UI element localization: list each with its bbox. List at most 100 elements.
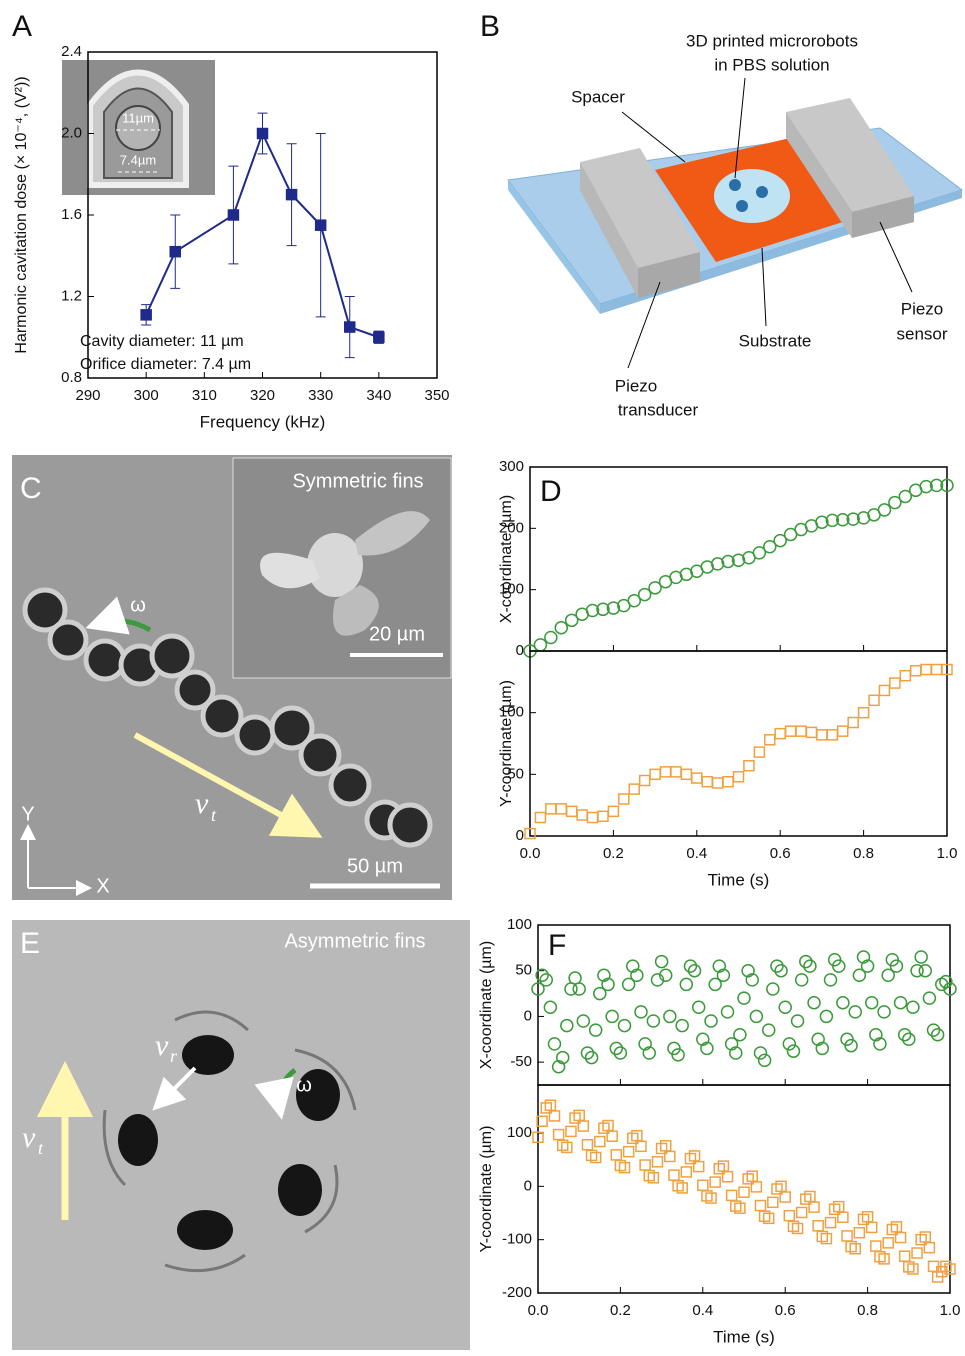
- data-point: [775, 729, 785, 739]
- data-point: [170, 247, 180, 257]
- y-tick-label: 1.6: [61, 206, 82, 223]
- data-point: [606, 1010, 618, 1022]
- data-point: [921, 665, 931, 675]
- data-point: [734, 1029, 746, 1041]
- data-point: [866, 997, 878, 1009]
- panel-label: C: [20, 472, 42, 505]
- data-point: [546, 804, 556, 814]
- figure: A B 11µm 7.4µm 3D printed microrobots in…: [0, 0, 965, 1356]
- data-point: [567, 806, 577, 816]
- x-tick-label: 0.0: [520, 845, 541, 862]
- data-point: [776, 1181, 786, 1191]
- data-point: [796, 726, 806, 736]
- data-point: [573, 983, 585, 995]
- data-point: [805, 1191, 815, 1201]
- data-point: [611, 1150, 621, 1160]
- data-point: [554, 1130, 564, 1140]
- inset-image: 11µm 7.4µm: [62, 60, 215, 195]
- data-point: [582, 1140, 592, 1150]
- data-point: [834, 1202, 844, 1212]
- data-point: [878, 1006, 890, 1018]
- data-point: [664, 1010, 676, 1022]
- symbol-label: ω: [130, 594, 146, 616]
- y-tick-label: -100: [502, 1231, 532, 1248]
- data-point: [837, 997, 849, 1009]
- x-tick-label: 0.2: [603, 845, 624, 862]
- data-point: [763, 1024, 775, 1036]
- data-point: [619, 794, 629, 804]
- data-point: [692, 773, 702, 783]
- data-point: [911, 666, 921, 676]
- data-point: [258, 129, 268, 139]
- data-point: [635, 1006, 647, 1018]
- data-point: [577, 810, 587, 820]
- data-point: [797, 1207, 807, 1217]
- x-tick-label: 0.8: [853, 845, 874, 862]
- x-tick-label: 310: [192, 387, 217, 404]
- y-axis-label: Harmonic cavitation dose (× 10⁻⁴, (V²)): [13, 76, 30, 353]
- data-point: [650, 769, 660, 779]
- data-point: [548, 1038, 560, 1050]
- data-point: [759, 1054, 771, 1066]
- symbol-label: v: [195, 787, 209, 820]
- data-point: [779, 1001, 791, 1013]
- data-point: [595, 1137, 605, 1147]
- x-tick-label: 320: [250, 387, 275, 404]
- data-point: [652, 1157, 662, 1167]
- data-point: [718, 1161, 728, 1171]
- data-point: [656, 956, 668, 968]
- data-point: [787, 1045, 799, 1057]
- data-point: [690, 1151, 700, 1161]
- data-point: [647, 1015, 659, 1027]
- x-axis-label: Time (s): [713, 1327, 775, 1346]
- data-point: [545, 632, 557, 644]
- data-point: [792, 1015, 804, 1027]
- data-point: [848, 718, 858, 728]
- axes-frame: [538, 925, 950, 1085]
- x-tick-label: 330: [308, 387, 333, 404]
- x-tick-label: 0.8: [857, 1302, 878, 1319]
- x-tick-label: 290: [75, 387, 100, 404]
- axes-frame: [530, 651, 947, 836]
- y-tick-label: 0.8: [61, 369, 82, 386]
- data-point: [754, 1047, 766, 1059]
- data-point: [629, 784, 639, 794]
- data-point: [316, 220, 326, 230]
- data-point: [608, 806, 618, 816]
- data-point: [345, 322, 355, 332]
- data-point: [891, 1222, 901, 1232]
- panel-label: E: [20, 927, 40, 960]
- y-tick-label: -200: [502, 1284, 532, 1301]
- x-tick-label: 0.4: [686, 845, 707, 862]
- axes-frame: [538, 1085, 950, 1293]
- data-point: [932, 665, 942, 675]
- symbol-label: v: [22, 1121, 36, 1154]
- y-tick-label: 0: [516, 827, 524, 844]
- data-point: [900, 671, 910, 681]
- data-point: [632, 1131, 642, 1141]
- data-point: [676, 1020, 688, 1032]
- data-point: [545, 1100, 555, 1110]
- data-point: [907, 1001, 919, 1013]
- data-point: [681, 769, 691, 779]
- x-axis-label: Time (s): [708, 870, 770, 889]
- data-point: [624, 1147, 634, 1157]
- data-point: [727, 1190, 737, 1200]
- inset-label: 11µm: [122, 110, 154, 125]
- data-point: [619, 1020, 631, 1032]
- data-point: [784, 1211, 794, 1221]
- data-point: [813, 1221, 823, 1231]
- data-point: [920, 1232, 930, 1242]
- data-point: [750, 1010, 762, 1022]
- x-tick-label: 1.0: [937, 845, 958, 862]
- axis-label: X: [96, 875, 109, 897]
- data-point: [702, 777, 712, 787]
- y-tick-label: -50: [510, 1053, 532, 1070]
- y-tick-label: 0: [516, 642, 524, 659]
- data-point: [705, 1015, 717, 1027]
- y-tick-label: 1.2: [61, 287, 82, 304]
- diagram-label: transducer: [618, 400, 699, 419]
- annotation: Cavity diameter: 11 µm: [80, 333, 244, 350]
- data-point: [698, 1180, 708, 1190]
- data-point: [661, 1141, 671, 1151]
